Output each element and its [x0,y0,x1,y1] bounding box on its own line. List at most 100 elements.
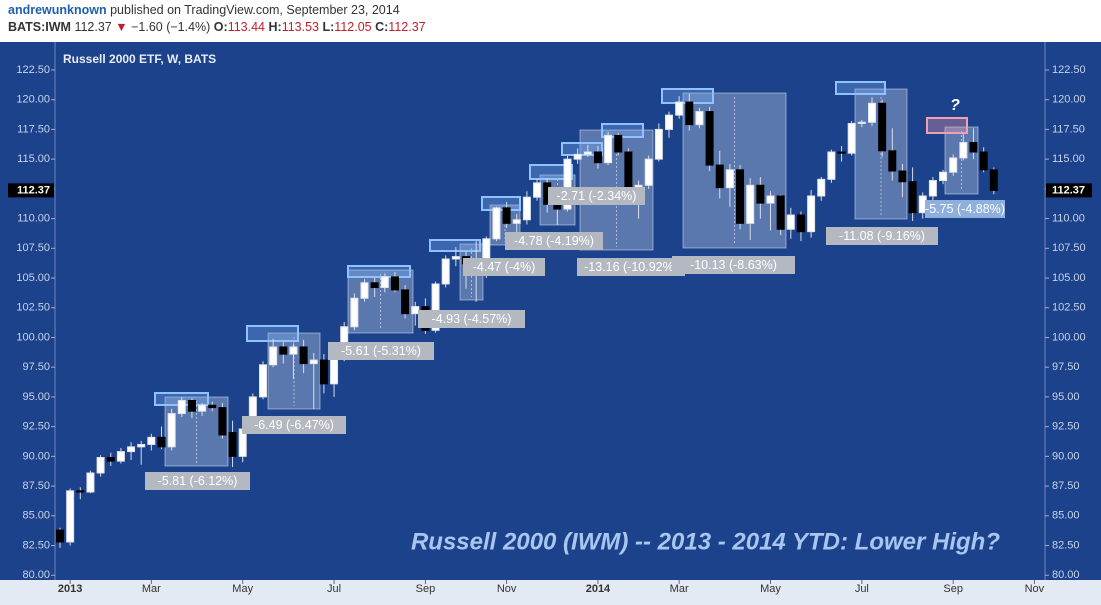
annotation-label: -5.61 (-5.31%) [341,344,421,358]
candle-body [137,443,146,448]
candle-body [766,195,775,204]
high-marker [661,88,714,104]
candle-body [756,184,765,204]
x-tick-label: May [232,583,253,595]
annotation-box [577,258,685,276]
y-tick-label-right: 82.50 [1052,539,1080,551]
y-tick-label: 120.00 [16,94,50,106]
candle-body [198,404,207,412]
candle-body [583,151,592,155]
candle-body [705,111,714,166]
candle-body [147,436,156,445]
caption: Russell 2000 (IWM) -- 2013 - 2014 YTD: L… [411,528,1000,555]
candle-body [878,102,887,152]
y-tick-label-right: 92.50 [1052,421,1080,433]
candle-body [857,121,866,124]
annotation-box [548,187,645,205]
publish-line: andrewunknown published on TradingView.c… [8,2,426,19]
chart-title: Russell 2000 ETF, W, BATS [63,52,216,66]
candle-body [573,153,582,160]
candle-body [390,276,399,291]
y-tick-label: 85.00 [22,510,50,522]
candle-body [644,158,653,186]
high-label: H: [268,20,282,34]
candle-body [746,184,755,224]
open: 113.44 [227,20,265,34]
candle-body [736,169,745,224]
last-price-right: 112.37 [1052,184,1085,196]
candle-body [289,346,298,355]
author[interactable]: andrewunknown [8,3,107,17]
x-tick-label: Nov [497,583,517,595]
annotation-label: -11.08 (-9.16%) [839,229,925,243]
y-tick-label: 117.50 [17,123,50,135]
x-tick-label: Mar [670,583,689,595]
candle-body [553,203,562,210]
candle-body [127,446,136,453]
y-tick-label-right: 80.00 [1052,569,1080,581]
annotation-box [826,227,938,245]
high-marker [529,164,573,180]
annotation-label: -4.78 (-4.19%) [514,234,594,248]
last: 112.37 [74,20,112,34]
annotation-label: -5.75 (-4.88%) [925,202,1005,216]
y-tick-label: 82.50 [22,539,50,551]
candle-body [157,436,166,448]
candle-body [776,195,785,230]
annotation-label: -4.47 (-4%) [473,260,536,274]
candle-body [360,282,369,299]
y-tick-label-right: 105.00 [1052,272,1086,284]
annotation-box [505,232,603,250]
y-tick-label-right: 97.50 [1052,361,1080,373]
x-tick-label: Jul [327,583,341,595]
high: 113.53 [281,20,319,34]
arrow: ▼ [115,20,128,34]
candle-body [187,399,196,412]
x-tick-label: Nov [1025,583,1045,595]
close-label: C: [375,20,389,34]
candle-body [979,151,988,171]
last-price-box [8,183,54,198]
candle-body [309,359,318,365]
last-price: 112.37 [17,184,50,196]
candle-body [949,157,958,173]
candle-body [106,457,115,462]
candle-body [66,490,75,543]
y-tick-label-right: 85.00 [1052,510,1080,522]
y-tick-label: 107.50 [16,242,50,254]
candle-body [614,134,623,153]
y-tick-label-right: 122.50 [1052,64,1086,76]
y-tick-label-right: 115.00 [1052,153,1085,165]
candle-body [675,101,684,116]
candle-body [279,346,288,355]
y-tick-label: 87.50 [22,480,50,492]
candle-body [411,306,420,315]
y-tick-label-right: 110.00 [1052,212,1085,224]
candle-body [208,404,217,409]
candle-body [604,134,613,164]
y-tick-label-right: 95.00 [1052,391,1080,403]
published: published on TradingView.com, September … [110,3,400,17]
candle-body [86,472,95,493]
candle-body [796,214,805,233]
annotation-label: -10.13 (-8.63%) [690,258,777,272]
last-price-box-right [1046,183,1092,198]
y-tick-label: 90.00 [22,450,50,462]
candle-body [989,169,998,191]
candle-body [269,346,278,366]
change: −1.60 (−1.4%) [131,20,211,34]
candle-body [959,141,968,159]
candle-body [817,178,826,197]
x-tick-label: Mar [142,583,161,595]
candle-body [56,529,64,543]
candle-body [116,451,125,462]
annotation-box [242,416,346,434]
candle-body [319,359,328,385]
x-tick-label: May [760,583,781,595]
candle-body [928,180,937,197]
candle-body [908,181,917,214]
y-tick-label: 92.50 [22,421,50,433]
question-mark: ? [950,97,960,114]
symbol: BATS:IWM [8,20,71,34]
